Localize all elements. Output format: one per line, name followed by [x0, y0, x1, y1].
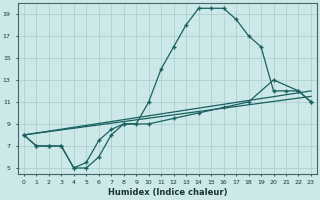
X-axis label: Humidex (Indice chaleur): Humidex (Indice chaleur) — [108, 188, 227, 197]
